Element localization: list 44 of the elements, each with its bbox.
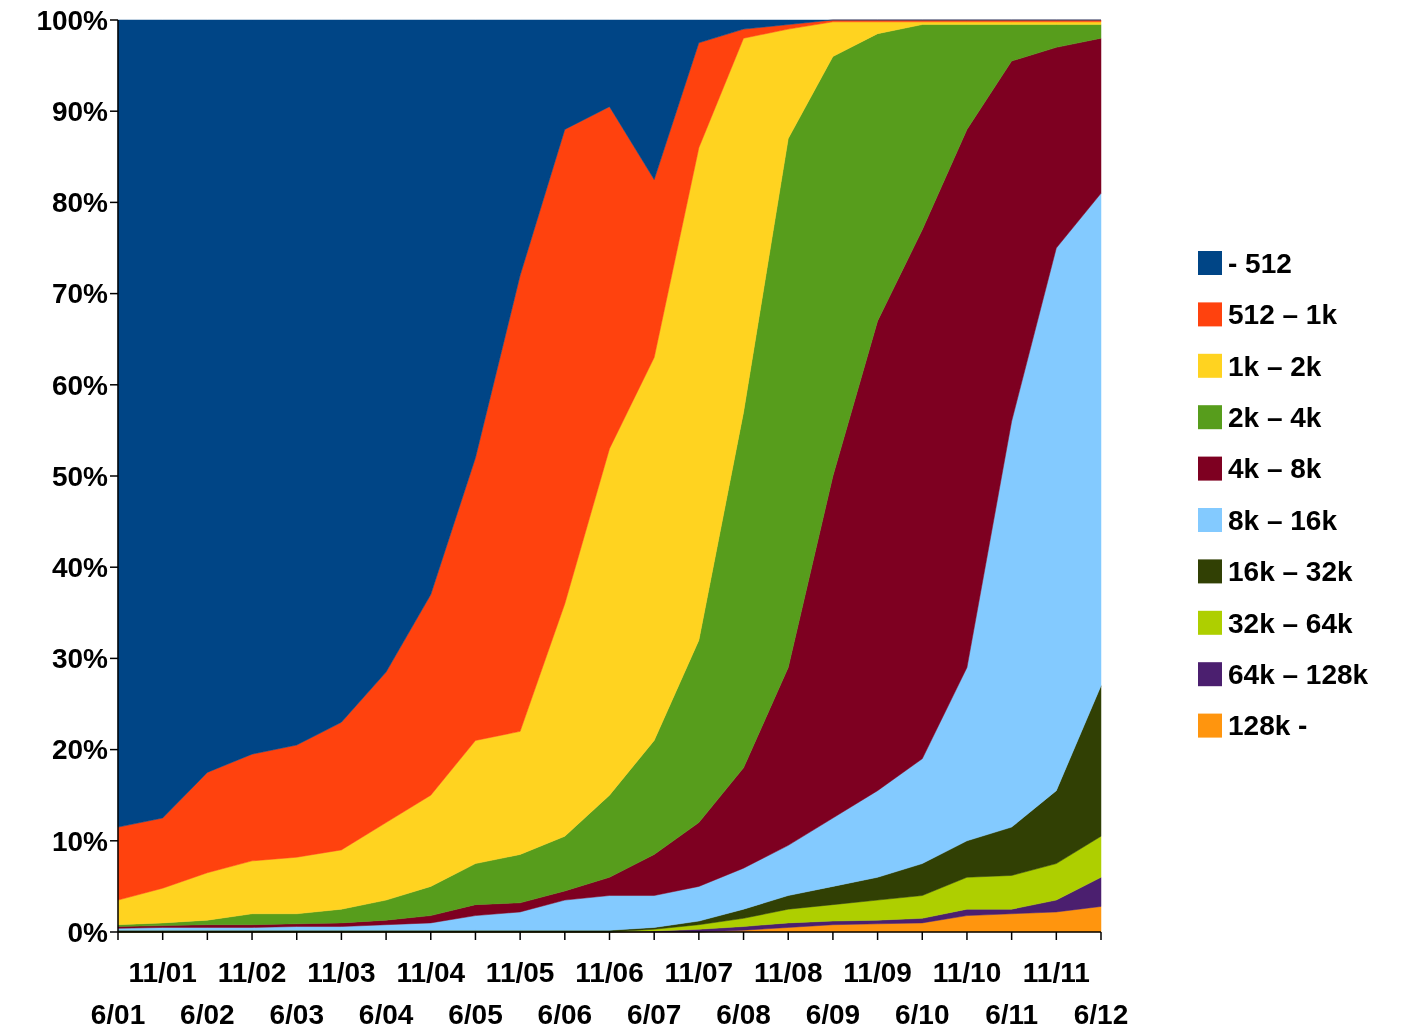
y-tick-label: 80% (51, 187, 109, 219)
x-tick-label: 6/03 (269, 999, 324, 1030)
x-tick-label: 6/07 (626, 999, 682, 1030)
x-tick-label: 6/01 (90, 999, 146, 1030)
x-tick-label: 11/03 (307, 957, 376, 988)
legend-label: 8k – 16k (1228, 504, 1338, 536)
y-tick-label: 40% (51, 552, 109, 583)
legend-label: 512 – 1k (1228, 299, 1338, 331)
x-tick-label: 11/09 (843, 957, 912, 988)
legend-label: 1k – 2k (1228, 350, 1322, 382)
y-tick-label: 10% (51, 825, 109, 857)
legend-label: 2k – 4k (1228, 402, 1322, 433)
y-tick-label: 100% (36, 4, 109, 36)
legend-label: - 512 (1228, 247, 1292, 279)
x-tick-label: 11/08 (753, 957, 823, 988)
x-tick-label: 6/08 (716, 999, 771, 1030)
x-tick-label: 11/04 (396, 957, 466, 988)
y-tick-label: 20% (51, 734, 109, 766)
x-tick-label: 6/12 (1073, 999, 1129, 1030)
x-tick-label: 11/07 (664, 957, 734, 988)
y-tick-label: 70% (51, 278, 109, 310)
x-tick-label: 11/06 (575, 957, 644, 988)
legend-label: 64k – 128k (1228, 659, 1369, 690)
x-tick-label: 11/11 (1022, 957, 1090, 988)
x-tick-label: 6/09 (805, 999, 861, 1030)
legend-label: 128k - (1228, 710, 1308, 742)
x-tick-label: 6/11 (985, 999, 1039, 1030)
x-tick-label: 11/02 (217, 957, 287, 988)
x-tick-label: 6/05 (448, 999, 503, 1030)
y-tick-label: 50% (51, 460, 109, 492)
y-tick-label: 60% (51, 369, 109, 401)
legend-label: 16k – 32k (1228, 556, 1353, 588)
legend-label: 32k – 64k (1228, 607, 1353, 639)
y-tick-label: 0% (67, 916, 109, 948)
y-tick-label: 90% (51, 96, 109, 127)
x-tick-label: 11/01 (128, 957, 197, 988)
x-tick-label: 6/04 (358, 999, 414, 1030)
x-tick-label: 6/06 (537, 999, 593, 1030)
x-tick-label: 11/05 (485, 957, 555, 988)
x-tick-label: 6/10 (895, 999, 950, 1030)
x-tick-label: 11/10 (932, 957, 1002, 988)
x-tick-label: 6/02 (180, 999, 235, 1030)
y-tick-label: 30% (51, 643, 109, 675)
legend-label: 4k – 8k (1228, 453, 1322, 485)
